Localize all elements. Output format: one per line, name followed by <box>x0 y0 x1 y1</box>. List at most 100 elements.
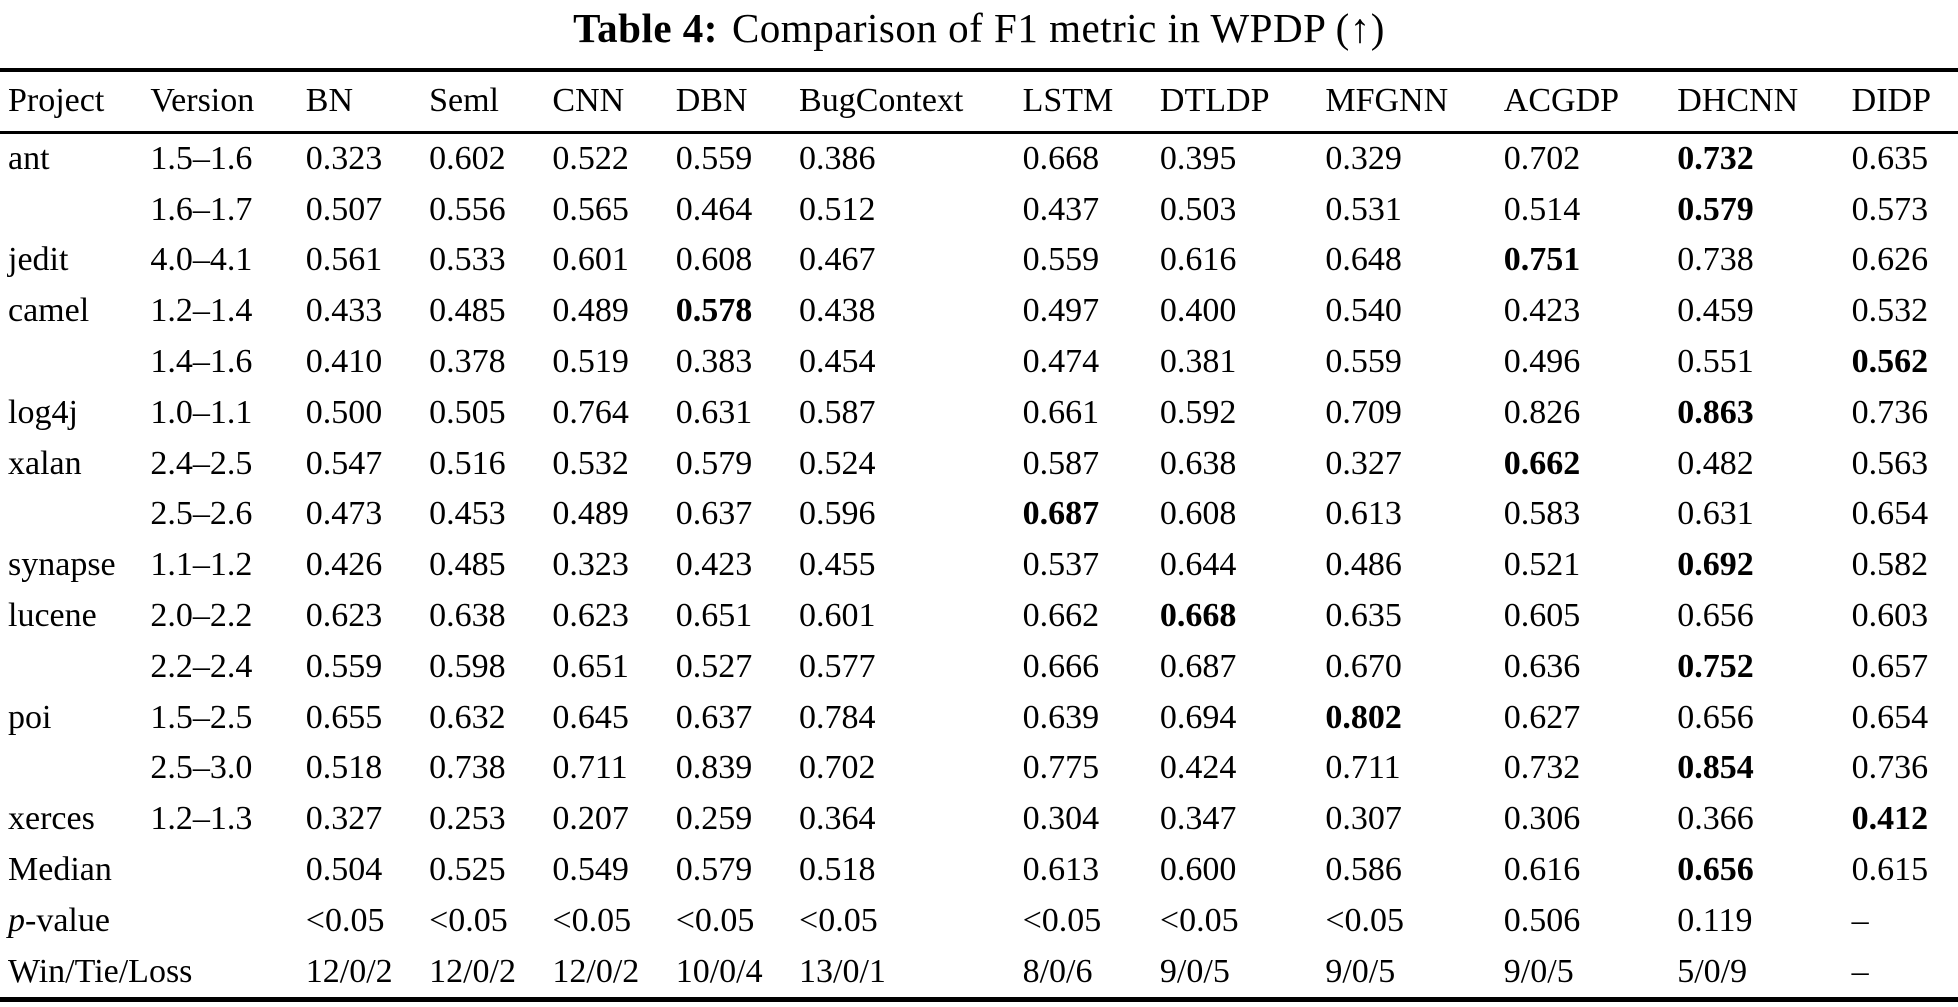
value-cell: 0.366 <box>1677 800 1754 838</box>
table-row: 1.4–1.6 0.410 0.378 0.519 0.383 0.454 0.474 0.3… <box>0 337 1958 388</box>
table-row: lucene 2.0–2.2 0.623 0.638 0.623 0.651 0.601 0.… <box>0 591 1958 642</box>
value-cell: 8/0/6 <box>1022 952 1093 990</box>
value-cell: 0.687 <box>1022 495 1100 533</box>
value-cell: 0.253 <box>429 800 506 838</box>
value-cell: 0.645 <box>552 698 629 736</box>
project-cell: camel <box>8 292 90 330</box>
value-cell: 0.424 <box>1159 749 1237 787</box>
value-cell: 0.497 <box>1022 292 1100 330</box>
value-cell: 0.608 <box>675 241 753 279</box>
value-cell: 0.583 <box>1503 495 1581 533</box>
value-cell: 0.453 <box>429 495 506 533</box>
value-cell: 0.736 <box>1851 749 1929 787</box>
project-cell: p-value <box>8 901 110 939</box>
value-cell: 0.423 <box>675 546 753 584</box>
value-cell: 0.694 <box>1159 698 1237 736</box>
value-cell: <0.05 <box>429 901 508 939</box>
version-cell: 2.5–2.6 <box>150 495 253 533</box>
value-cell: 0.455 <box>799 546 876 584</box>
project-cell: xerces <box>8 800 95 838</box>
project-cell: log4j <box>8 393 78 431</box>
value-cell: 5/0/9 <box>1677 952 1748 990</box>
column-header-version: Version <box>150 82 255 119</box>
column-header-cnn: CNN <box>552 82 625 119</box>
value-cell: 0.533 <box>429 241 506 279</box>
value-cell: 0.400 <box>1159 292 1237 330</box>
value-cell: 0.503 <box>1159 190 1237 228</box>
value-cell: 12/0/2 <box>552 952 640 990</box>
value-cell: 0.784 <box>799 698 876 736</box>
column-header-seml: Seml <box>429 82 499 119</box>
value-cell: 0.600 <box>1159 850 1237 888</box>
value-cell: 0.598 <box>429 647 506 685</box>
version-cell: 1.5–1.6 <box>150 139 253 177</box>
value-cell: 0.764 <box>552 393 629 431</box>
value-cell: <0.05 <box>552 901 632 939</box>
value-cell: 0.615 <box>1851 850 1929 888</box>
value-cell: 0.505 <box>429 393 506 431</box>
value-cell: 0.651 <box>675 596 753 634</box>
value-cell: 0.467 <box>799 241 876 279</box>
value-cell: <0.05 <box>1159 901 1239 939</box>
table-caption-text: Comparison of F1 metric in WPDP (↑) <box>731 5 1385 51</box>
value-cell: 0.627 <box>1503 698 1581 736</box>
version-cell: 1.2–1.3 <box>150 800 253 838</box>
project-cell <box>0 337 150 388</box>
value-cell: 0.644 <box>1159 546 1237 584</box>
value-cell: 0.489 <box>552 495 629 533</box>
value-cell: 12/0/2 <box>305 952 393 990</box>
table-row: 2.5–2.6 0.473 0.453 0.489 0.637 0.596 0.687 0.6… <box>0 489 1958 540</box>
value-cell: 0.655 <box>305 698 383 736</box>
value-cell: 0.637 <box>675 698 753 736</box>
value-cell: 0.601 <box>552 241 629 279</box>
value-cell: 0.438 <box>799 292 876 330</box>
value-cell: 0.381 <box>1159 342 1237 380</box>
value-cell: 0.648 <box>1325 241 1402 279</box>
value-cell: 0.323 <box>305 139 383 177</box>
value-cell: 0.525 <box>429 850 506 888</box>
value-cell: <0.05 <box>1022 901 1102 939</box>
value-cell: 0.507 <box>305 190 383 228</box>
value-cell: 12/0/2 <box>429 952 516 990</box>
value-cell: 0.531 <box>1325 190 1402 228</box>
value-cell: 0.518 <box>799 850 876 888</box>
value-cell: 0.459 <box>1677 292 1754 330</box>
value-cell: 0.623 <box>305 596 383 634</box>
value-cell: 0.692 <box>1677 546 1754 584</box>
value-cell: 0.485 <box>429 292 506 330</box>
value-cell: – <box>1851 901 1869 939</box>
value-cell: 0.307 <box>1325 800 1402 838</box>
value-cell: 0.579 <box>1677 190 1754 228</box>
value-cell: 0.587 <box>799 393 876 431</box>
value-cell: 0.563 <box>1851 444 1929 482</box>
project-cell: jedit <box>8 241 69 279</box>
value-cell: 0.623 <box>552 596 629 634</box>
value-cell: 0.329 <box>1325 139 1402 177</box>
version-cell: 2.5–3.0 <box>150 749 253 787</box>
value-cell: 0.603 <box>1851 596 1929 634</box>
table-caption: Table 4: Comparison of F1 metric in WPDP … <box>0 0 1958 52</box>
value-cell: 0.738 <box>429 749 506 787</box>
value-cell: 0.537 <box>1022 546 1100 584</box>
value-cell: 0.651 <box>552 647 629 685</box>
value-cell: 0.395 <box>1159 139 1237 177</box>
value-cell: 0.327 <box>305 800 383 838</box>
value-cell: 0.579 <box>675 444 753 482</box>
value-cell: 0.736 <box>1851 393 1929 431</box>
value-cell: 0.514 <box>1503 190 1581 228</box>
column-header-acgdp: ACGDP <box>1503 82 1620 119</box>
project-cell: lucene <box>8 596 97 634</box>
value-cell: 0.638 <box>1159 444 1237 482</box>
version-cell <box>150 896 305 947</box>
value-cell: 0.500 <box>305 393 383 431</box>
table-row: synapse 1.1–1.2 0.426 0.485 0.323 0.423 0.455 0… <box>0 540 1958 591</box>
value-cell: 10/0/4 <box>675 952 763 990</box>
project-cell <box>0 743 150 794</box>
column-header-dbn: DBN <box>675 82 748 119</box>
value-cell: 0.559 <box>675 139 753 177</box>
column-header-bn: BN <box>305 82 353 119</box>
table-row: log4j 1.0–1.1 0.500 0.505 0.764 0.631 0.587 0.6… <box>0 388 1958 439</box>
value-cell: 0.602 <box>429 139 506 177</box>
table-row: Median 0.504 0.525 0.549 0.579 0.518 0.613 0.60… <box>0 845 1958 896</box>
